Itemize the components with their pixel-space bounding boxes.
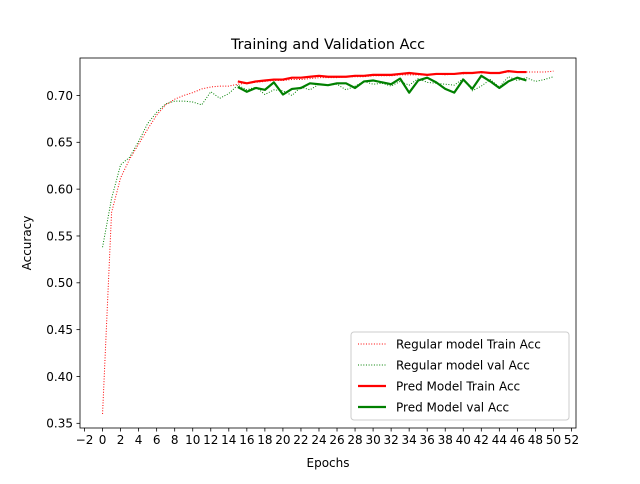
x-tick-label: 42 — [474, 433, 489, 447]
x-axis-ticks: −2 0 2 4 6 8 10 12 14 16 18 20 22 24 26 28 30 32 34 36 38 40 4… — [76, 428, 579, 447]
legend-label: Pred Model val Acc — [396, 400, 509, 414]
x-tick-label: 4 — [135, 433, 143, 447]
legend-label: Pred Model Train Acc — [396, 379, 520, 393]
x-tick-label: 44 — [492, 433, 507, 447]
series-line-1 — [102, 70, 554, 414]
x-tick-label: 16 — [239, 433, 254, 447]
legend-box — [350, 331, 570, 421]
x-tick-label: 20 — [275, 433, 290, 447]
x-tick-label: 0 — [99, 433, 107, 447]
chart-title: Training and Validation Acc — [230, 37, 425, 53]
x-tick-label: 2 — [117, 433, 125, 447]
x-tick-label: 52 — [564, 433, 579, 447]
plot-frame — [79, 57, 577, 429]
x-tick-label: 8 — [171, 433, 179, 447]
y-tick-label: 0.50 — [46, 276, 73, 290]
y-tick-label: 0.45 — [46, 323, 73, 337]
x-tick-label: 30 — [365, 433, 380, 447]
x-tick-label: 14 — [221, 433, 236, 447]
x-tick-label: 48 — [528, 433, 543, 447]
legend: Regular model Train Acc Regular model val… — [350, 331, 570, 421]
series-line-3 — [237, 70, 527, 85]
x-tick-label: 50 — [546, 433, 561, 447]
y-axis-ticks: 0.35 0.40 0.45 0.50 0.55 0.60 0.65 0.70 — [46, 89, 80, 431]
legend-label: Regular model Train Acc — [396, 337, 541, 351]
x-tick-label: 6 — [153, 433, 161, 447]
x-tick-label: 10 — [185, 433, 200, 447]
x-tick-label: 46 — [510, 433, 525, 447]
x-tick-label: 22 — [293, 433, 308, 447]
y-tick-label: 0.65 — [46, 136, 73, 150]
x-tick-label: 18 — [257, 433, 272, 447]
x-tick-label: 32 — [383, 433, 398, 447]
x-tick-label: −2 — [76, 433, 94, 447]
x-tick-label: 34 — [402, 433, 417, 447]
y-tick-label: 0.60 — [46, 182, 73, 196]
series-line-4 — [237, 74, 527, 96]
x-tick-label: 12 — [203, 433, 218, 447]
x-tick-label: 26 — [329, 433, 344, 447]
y-tick-label: 0.70 — [46, 89, 73, 103]
x-axis-label: Epochs — [307, 456, 350, 470]
x-tick-label: 36 — [420, 433, 435, 447]
x-tick-label: 38 — [438, 433, 453, 447]
x-tick-label: 24 — [311, 433, 326, 447]
x-tick-label: 28 — [347, 433, 362, 447]
y-tick-label: 0.35 — [46, 417, 73, 431]
series-layer — [102, 70, 554, 414]
y-axis-label: Accuracy — [20, 216, 34, 271]
x-tick-label: 40 — [456, 433, 471, 447]
legend-label: Regular model val Acc — [396, 358, 530, 372]
y-tick-label: 0.55 — [46, 229, 73, 243]
y-tick-label: 0.40 — [46, 370, 73, 384]
